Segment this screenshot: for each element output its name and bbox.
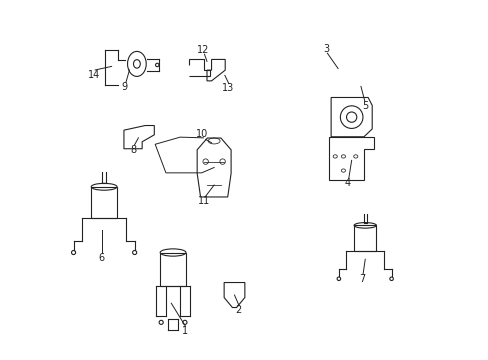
Bar: [160, 252, 185, 286]
Text: 14: 14: [87, 69, 100, 80]
Text: 12: 12: [197, 45, 209, 55]
Text: 2: 2: [235, 305, 242, 315]
Text: 3: 3: [322, 44, 328, 54]
Text: 7: 7: [359, 274, 365, 284]
Text: 5: 5: [361, 101, 367, 111]
Bar: [91, 187, 117, 218]
Text: 13: 13: [222, 83, 234, 93]
Text: 6: 6: [99, 253, 104, 263]
Bar: [353, 225, 376, 251]
Text: 1: 1: [182, 326, 188, 336]
Text: 4: 4: [345, 178, 350, 188]
Text: 11: 11: [198, 197, 210, 206]
Text: 8: 8: [130, 145, 137, 155]
Text: 10: 10: [196, 129, 208, 139]
Text: 9: 9: [122, 82, 128, 92]
